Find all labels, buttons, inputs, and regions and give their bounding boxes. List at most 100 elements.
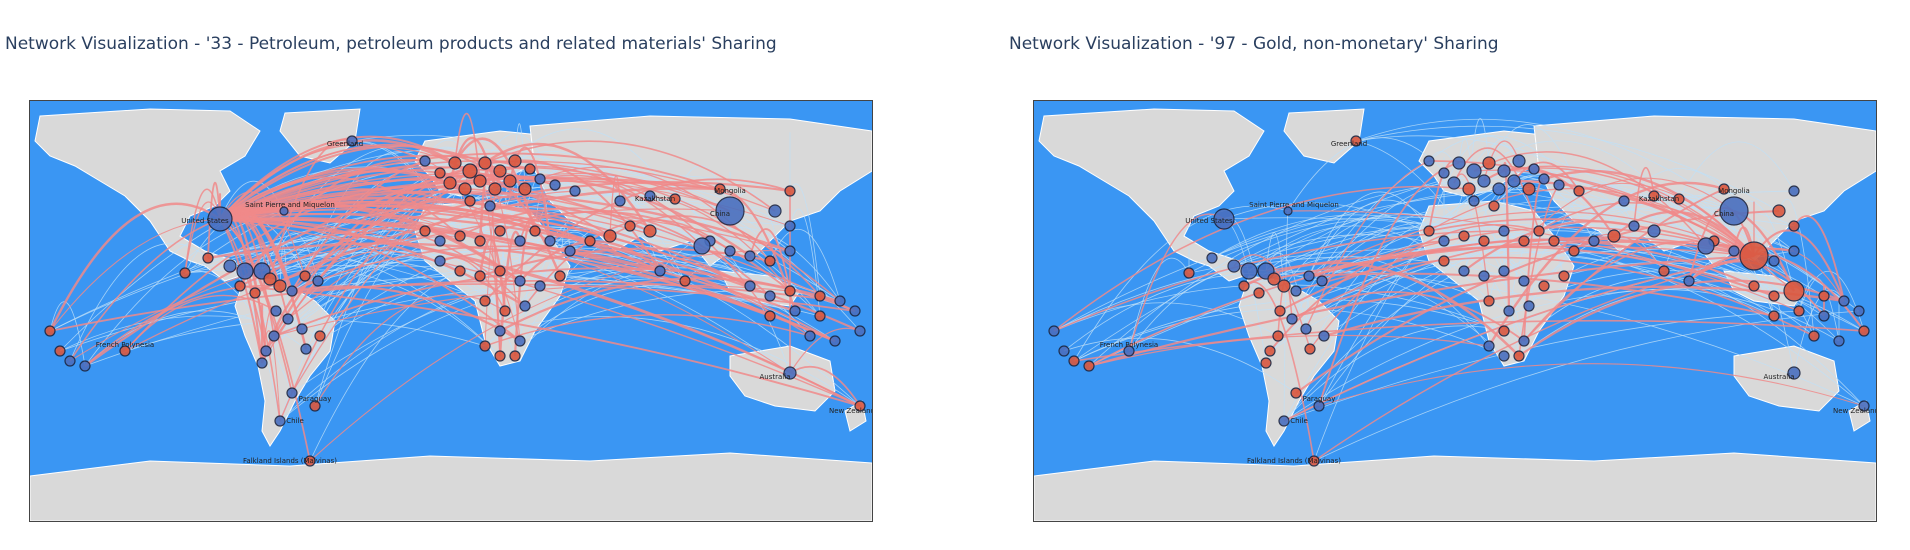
trade-edge <box>499 210 791 292</box>
country-label: French Polynesia <box>1100 341 1158 349</box>
trade-edge <box>1753 229 1845 302</box>
country-node <box>1833 335 1845 347</box>
country-node <box>454 265 466 277</box>
trade-edge <box>519 284 771 342</box>
trade-edge <box>219 152 721 220</box>
trade-edge <box>1578 182 1755 257</box>
country-node <box>544 235 556 247</box>
trade-edge <box>1073 319 1865 362</box>
country-node <box>1838 295 1850 307</box>
country-node <box>784 245 796 257</box>
trade-edge <box>499 277 856 333</box>
country-node <box>1553 179 1565 191</box>
trade-edge <box>1523 188 1725 342</box>
country-node <box>1512 154 1526 168</box>
trade-edge <box>207 181 221 259</box>
country-node <box>1739 241 1769 271</box>
trade-edge <box>484 142 652 232</box>
network-map-svg[interactable]: Greenland United States Saint Pierre and M… <box>1034 101 1876 521</box>
country-node <box>236 262 254 280</box>
country-node <box>494 325 506 337</box>
country-node <box>849 305 861 317</box>
trade-edge <box>789 365 861 407</box>
country-node <box>1447 176 1461 190</box>
trade-edge <box>1233 222 1795 292</box>
trade-edge <box>1053 185 1470 332</box>
trade-edge <box>317 251 506 312</box>
trade-edge <box>1308 272 1775 317</box>
country-node <box>549 179 561 191</box>
trade-edge <box>1355 118 1735 212</box>
country-node <box>462 163 478 179</box>
country-node <box>1719 196 1749 226</box>
country-node <box>1438 167 1450 179</box>
country-node <box>1083 360 1095 372</box>
country-node <box>1523 300 1535 312</box>
country-node <box>1787 366 1801 380</box>
country-node <box>296 323 308 335</box>
country-node <box>1772 204 1786 218</box>
country-node <box>1267 272 1281 286</box>
country-node <box>1048 325 1060 337</box>
country-node <box>286 387 298 399</box>
country-nodes <box>1048 135 1870 467</box>
country-node <box>279 206 289 216</box>
trade-edge <box>124 208 731 352</box>
country-node <box>1658 265 1670 277</box>
country-node <box>1647 224 1661 238</box>
country-node <box>614 195 626 207</box>
network-map-svg[interactable]: Greenland United States Saint Pierre and M… <box>30 101 872 521</box>
country-node <box>1558 270 1570 282</box>
country-node <box>464 195 476 207</box>
country-node <box>304 455 316 467</box>
country-node <box>202 252 214 264</box>
trade-edge <box>219 191 306 277</box>
country-node <box>854 325 866 337</box>
country-node <box>223 259 237 273</box>
country-node <box>764 255 776 267</box>
country-node <box>534 173 546 185</box>
country-node <box>1438 255 1450 267</box>
trade-edge <box>1265 232 1285 287</box>
country-labels: Greenland United States Saint Pierre and M… <box>96 140 872 465</box>
trade-edge <box>1318 230 1540 407</box>
country-node <box>1458 265 1470 277</box>
country-node <box>764 290 776 302</box>
trade-edge <box>219 146 471 220</box>
trade-edge <box>484 314 811 347</box>
country-node <box>1718 183 1730 195</box>
world-map[interactable]: Greenland United States Saint Pierre and M… <box>29 100 873 522</box>
country-node <box>804 330 816 342</box>
world-map[interactable]: Greenland United States Saint Pierre and M… <box>1033 100 1877 522</box>
country-node <box>346 135 358 147</box>
country-label: Chile <box>286 417 304 425</box>
country-labels: Greenland United States Saint Pierre and M… <box>1100 140 1876 465</box>
country-node <box>1498 265 1510 277</box>
country-node <box>529 225 541 237</box>
trade-edge <box>484 178 791 302</box>
country-node <box>744 280 756 292</box>
trade-edge <box>1188 248 1665 274</box>
country-node <box>434 255 446 267</box>
country-node <box>814 310 826 322</box>
country-node <box>715 196 745 226</box>
trade-edge <box>1308 211 1755 277</box>
country-node <box>714 183 726 195</box>
country-node <box>1538 173 1550 185</box>
country-node <box>1607 229 1621 243</box>
country-node <box>1260 357 1272 369</box>
country-node <box>1788 245 1800 257</box>
country-node <box>1183 267 1195 279</box>
country-node <box>1488 200 1500 212</box>
country-node <box>554 270 566 282</box>
country-label: New Zealand <box>829 407 872 415</box>
country-node <box>263 272 277 286</box>
trade-edge <box>219 169 611 237</box>
country-node <box>1518 275 1530 287</box>
trade-edge <box>1053 188 1530 332</box>
country-node <box>1518 335 1530 347</box>
country-node <box>1313 400 1325 412</box>
country-node <box>1206 252 1218 264</box>
country-node <box>1316 275 1328 287</box>
country-node <box>1477 174 1491 188</box>
